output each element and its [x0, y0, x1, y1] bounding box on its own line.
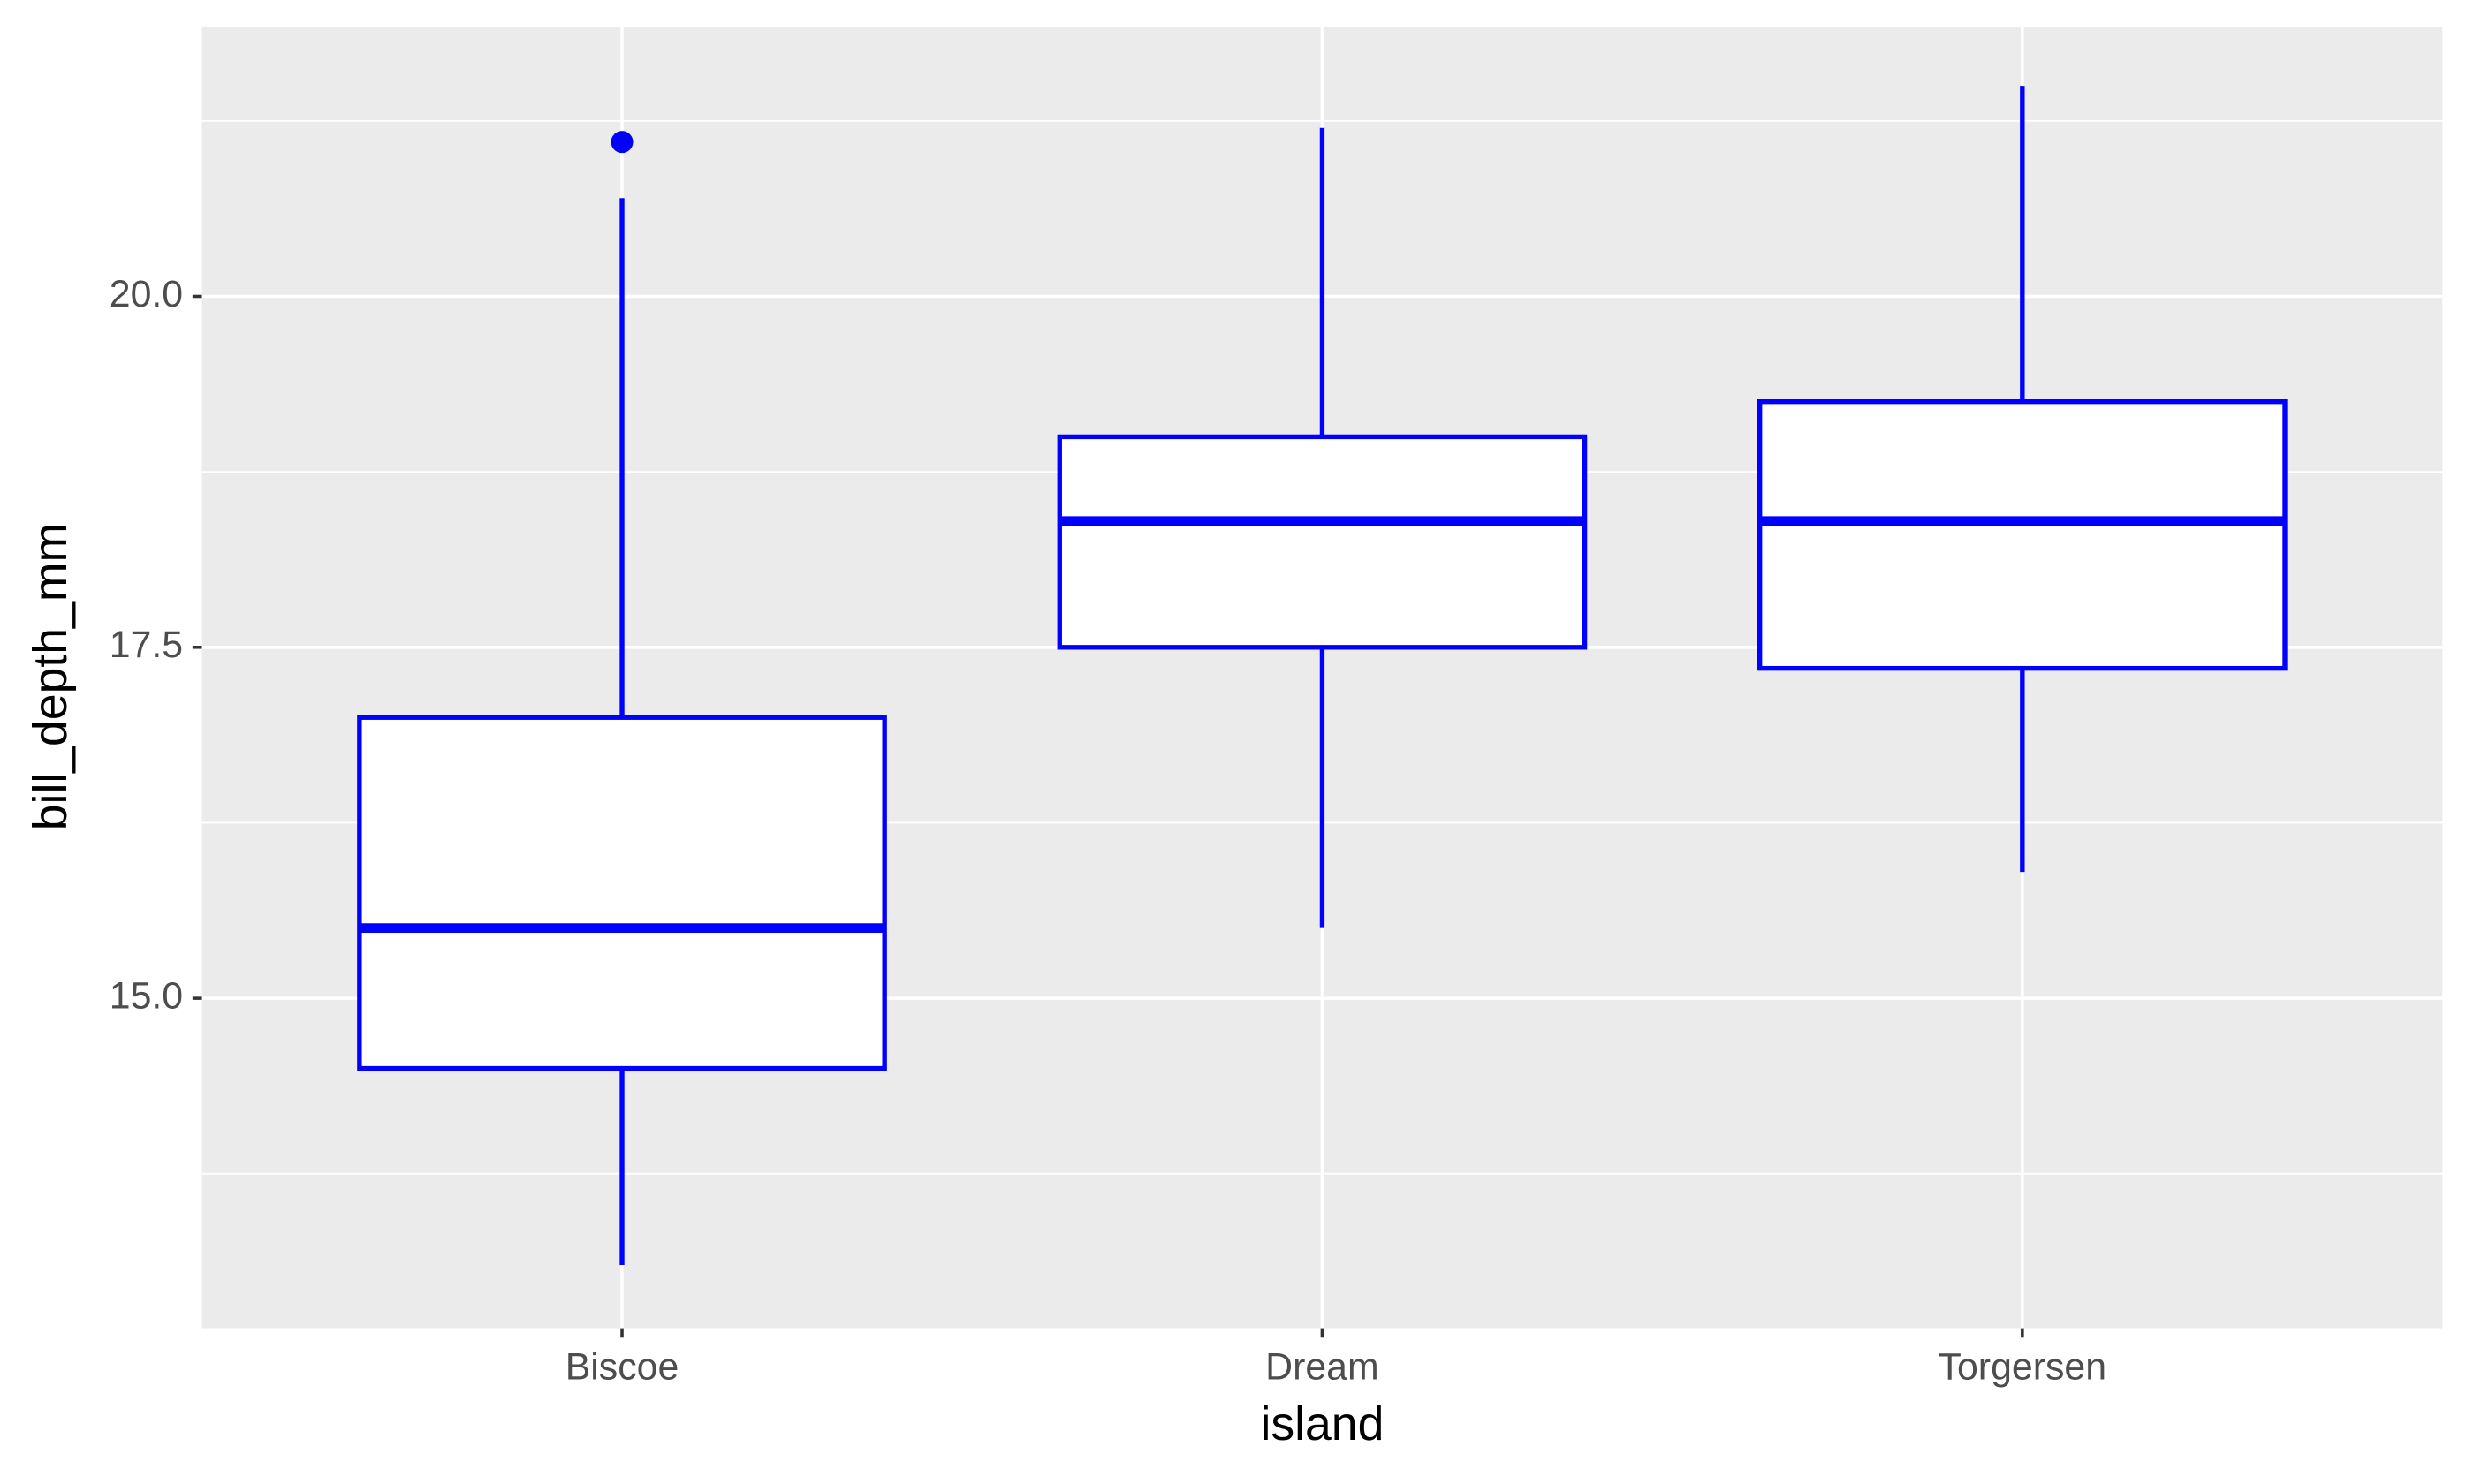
- y-tick-label: 17.5: [110, 624, 183, 666]
- box: [357, 715, 887, 1071]
- x-tick-label: Dream: [1265, 1345, 1379, 1388]
- y-tick-label: 20.0: [110, 273, 183, 315]
- box: [1057, 434, 1588, 650]
- x-axis-title: island: [1260, 1398, 1384, 1450]
- x-tick-label: Biscoe: [565, 1345, 679, 1388]
- y-axis-title: bill_depth_mm: [25, 523, 77, 830]
- box: [1757, 399, 2288, 671]
- x-tick-label: Torgersen: [1939, 1345, 2107, 1388]
- outlier: [611, 131, 634, 154]
- y-tick-label: 15.0: [110, 974, 183, 1017]
